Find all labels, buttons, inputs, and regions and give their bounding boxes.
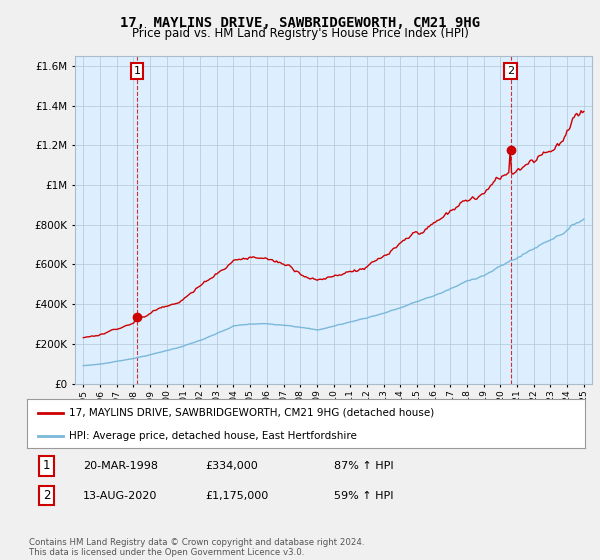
- Text: £1,175,000: £1,175,000: [206, 491, 269, 501]
- Text: 59% ↑ HPI: 59% ↑ HPI: [334, 491, 394, 501]
- Text: Contains HM Land Registry data © Crown copyright and database right 2024.
This d: Contains HM Land Registry data © Crown c…: [29, 538, 364, 557]
- Text: 2: 2: [507, 66, 514, 76]
- Text: 87% ↑ HPI: 87% ↑ HPI: [334, 461, 394, 471]
- Text: 1: 1: [134, 66, 140, 76]
- Text: 20-MAR-1998: 20-MAR-1998: [83, 461, 158, 471]
- Text: £334,000: £334,000: [206, 461, 259, 471]
- Text: 2: 2: [43, 489, 50, 502]
- Text: HPI: Average price, detached house, East Hertfordshire: HPI: Average price, detached house, East…: [69, 431, 357, 441]
- Text: 17, MAYLINS DRIVE, SAWBRIDGEWORTH, CM21 9HG: 17, MAYLINS DRIVE, SAWBRIDGEWORTH, CM21 …: [120, 16, 480, 30]
- Text: 1: 1: [43, 459, 50, 473]
- Text: 13-AUG-2020: 13-AUG-2020: [83, 491, 157, 501]
- Text: Price paid vs. HM Land Registry's House Price Index (HPI): Price paid vs. HM Land Registry's House …: [131, 27, 469, 40]
- Text: 17, MAYLINS DRIVE, SAWBRIDGEWORTH, CM21 9HG (detached house): 17, MAYLINS DRIVE, SAWBRIDGEWORTH, CM21 …: [69, 408, 434, 418]
